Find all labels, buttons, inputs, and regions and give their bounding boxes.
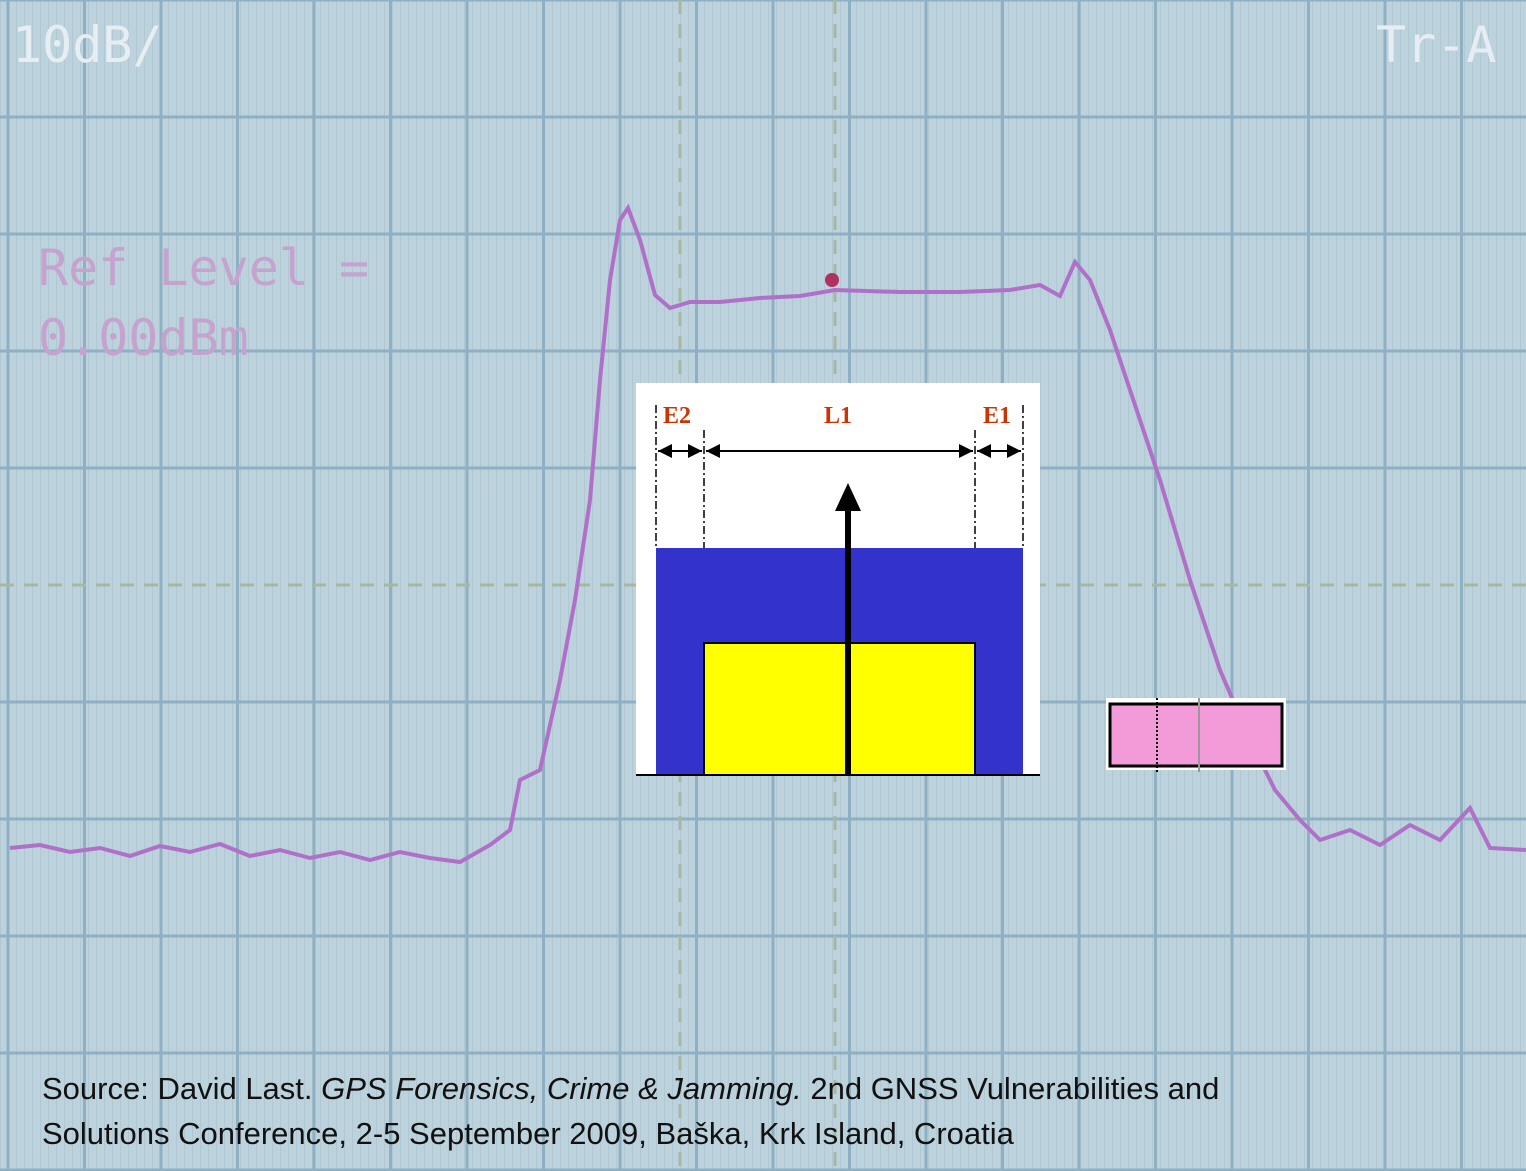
scale-label: 10dB/ <box>12 16 163 74</box>
l-band <box>704 643 975 775</box>
ref-value: 0.00dBm <box>38 309 249 367</box>
source-prefix: Source: David Last. <box>42 1071 321 1106</box>
ref-level: Ref Level = <box>38 239 369 297</box>
page: 10dB/ Tr-A Ref Level = 0.00dBm E2 L1 E1 … <box>0 0 1526 1171</box>
l1-label: L1 <box>824 403 852 429</box>
marker <box>825 273 839 287</box>
source-title: GPS Forensics, Crime & Jamming. <box>321 1071 802 1106</box>
band-diagram: E2 L1 E1 <box>636 383 1040 775</box>
pink-band <box>1106 698 1286 772</box>
source-line-2: Solutions Conference, 2-5 September 2009… <box>42 1116 1015 1151</box>
screen: 10dB/ Tr-A Ref Level = 0.00dBm E2 L1 E1 … <box>0 0 1526 1171</box>
trace-label: Tr-A <box>1376 16 1496 74</box>
source-line-1: Source: David Last. GPS Forensics, Crime… <box>42 1071 1219 1106</box>
e2-label: E2 <box>663 403 691 429</box>
e1-label: E1 <box>983 403 1011 429</box>
source-rest: 2nd GNSS Vulnerabilities and <box>802 1071 1220 1106</box>
